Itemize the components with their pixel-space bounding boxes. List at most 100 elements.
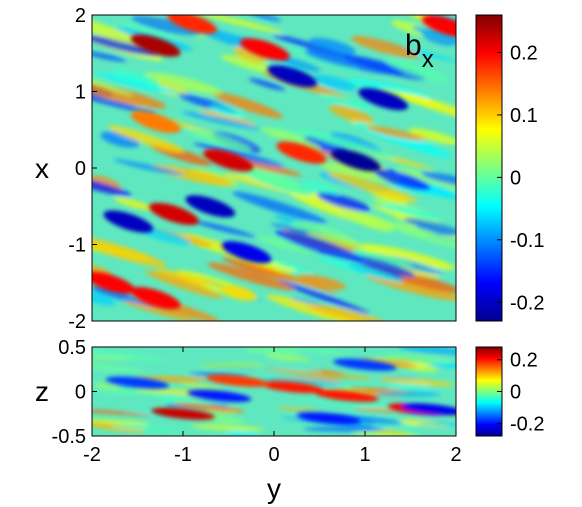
yz-texture-streak xyxy=(191,424,264,432)
yz-texture-streak xyxy=(265,355,311,362)
xy-texture-streak xyxy=(108,125,185,153)
xy-texture-streak xyxy=(275,230,364,262)
xy-texture-streak xyxy=(123,301,196,321)
yz-texture-streak xyxy=(276,407,320,412)
yz-xtick-tick-label: 1 xyxy=(359,444,370,466)
xy-texture-streak xyxy=(100,131,140,148)
xy-feature xyxy=(240,38,290,61)
xy-texture-streak xyxy=(212,92,284,119)
xy-texture-streak xyxy=(193,142,285,168)
xy-texture-streak xyxy=(92,68,133,96)
xy-texture-streak xyxy=(319,94,375,110)
bx-annotation: bx xyxy=(405,29,434,73)
yz-feature xyxy=(333,358,397,371)
xy-texture-streak xyxy=(92,235,167,268)
xy-heatmap xyxy=(91,14,457,322)
xy-texture-streak xyxy=(279,57,321,72)
xy-feature xyxy=(203,149,254,172)
xy-feature xyxy=(185,195,236,218)
xy-texture-streak xyxy=(92,81,167,109)
xy-texture-streak xyxy=(181,111,260,130)
yz-texture-streak xyxy=(92,419,150,425)
xy-texture-streak xyxy=(411,26,456,41)
xy-texture-streak xyxy=(312,74,357,91)
xy-texture-streak xyxy=(373,168,431,191)
yz-xtick-tick-label: 0 xyxy=(268,444,279,466)
xy-feature xyxy=(331,149,381,172)
xy-feature xyxy=(276,141,327,164)
xy-texture-streak xyxy=(92,51,127,62)
yz-texture-streak xyxy=(306,369,346,375)
xy-texture-streak xyxy=(131,15,200,36)
xy-texture-streak xyxy=(232,191,327,224)
xy-ytick-tick-label: 1 xyxy=(75,82,86,104)
yz-ytick-tick-label: 0.5 xyxy=(58,337,86,359)
xy-texture-streak xyxy=(295,128,396,160)
xy-texture-streak xyxy=(398,230,456,251)
xy-feature xyxy=(130,34,181,57)
xy-texture-streak xyxy=(96,72,175,94)
xy-texture-streak xyxy=(303,180,339,197)
yz-texture-streak xyxy=(315,351,352,355)
xy-ytick-tick-label: 0 xyxy=(75,158,86,180)
xy-texture-streak xyxy=(328,105,374,124)
xy-texture-streak xyxy=(351,36,419,58)
xy-texture-streak xyxy=(260,127,322,150)
xy-texture-streak xyxy=(113,159,184,176)
xy-texture-streak xyxy=(199,109,256,126)
xy-feature xyxy=(149,202,199,225)
yz-texture-streak xyxy=(417,422,456,426)
yz-texture-streak xyxy=(153,395,224,402)
xy-texture-streak xyxy=(145,270,224,299)
xy-texture-streak xyxy=(92,35,159,56)
xy-texture-streak xyxy=(365,125,426,141)
xy-colorbar xyxy=(475,14,503,322)
xy-ylabel: x xyxy=(35,153,49,184)
yz-feature xyxy=(260,381,325,394)
xy-texture-streak xyxy=(92,288,116,306)
xy-texture-streak xyxy=(342,54,426,80)
xy-feature xyxy=(92,271,136,294)
xy-feature xyxy=(130,287,181,310)
yz-texture-streak xyxy=(303,426,385,432)
xy-texture-streak xyxy=(298,274,347,290)
xy-texture-streak xyxy=(399,93,456,125)
yz-feature xyxy=(205,374,270,387)
xy-cbtick-tick-label: 0.1 xyxy=(510,105,538,127)
xy-cbtick-tick-label: -0.1 xyxy=(510,230,544,252)
yz-texture-streak xyxy=(264,367,352,379)
yz-texture-streak xyxy=(92,421,146,433)
xy-texture-streak xyxy=(233,46,269,64)
xy-cbtick-tick-label: -0.2 xyxy=(510,292,544,314)
yz-feature xyxy=(296,412,361,425)
xy-texture-streak xyxy=(193,220,256,238)
xy-texture-streak xyxy=(144,72,222,95)
xy-texture-streak xyxy=(92,91,157,115)
xy-feature xyxy=(221,241,272,264)
xy-texture-streak xyxy=(403,217,456,236)
yz-cbtick-tick-label: 0 xyxy=(510,382,521,404)
yz-texture-streak xyxy=(92,349,166,362)
xy-texture-streak xyxy=(209,105,244,118)
yz-xtick-tick-label: -2 xyxy=(83,444,101,466)
yz-texture-streak xyxy=(371,356,453,363)
yz-ytick-tick-label: 0 xyxy=(75,382,86,404)
yz-texture-streak xyxy=(180,383,225,390)
yz-texture-streak xyxy=(262,378,341,386)
yz-texture-streak xyxy=(354,407,408,413)
xy-texture-streak xyxy=(421,172,456,190)
yz-texture-streak xyxy=(225,431,258,436)
yz-texture-streak xyxy=(92,409,155,416)
xy-texture-streak xyxy=(112,68,160,86)
yz-xlabel: y xyxy=(267,473,281,504)
yz-ylabel: z xyxy=(35,376,49,407)
yz-feature xyxy=(151,407,215,420)
xy-cbtick-tick-label: 0.2 xyxy=(510,42,538,64)
xy-texture-streak xyxy=(309,37,356,55)
yz-feature xyxy=(401,403,456,416)
xy-texture-streak xyxy=(265,257,314,274)
yz-feature xyxy=(314,389,379,402)
xy-texture-streak xyxy=(352,255,416,277)
yz-cbtick-tick-label: 0.2 xyxy=(510,350,538,372)
xy-texture-streak xyxy=(185,127,252,152)
